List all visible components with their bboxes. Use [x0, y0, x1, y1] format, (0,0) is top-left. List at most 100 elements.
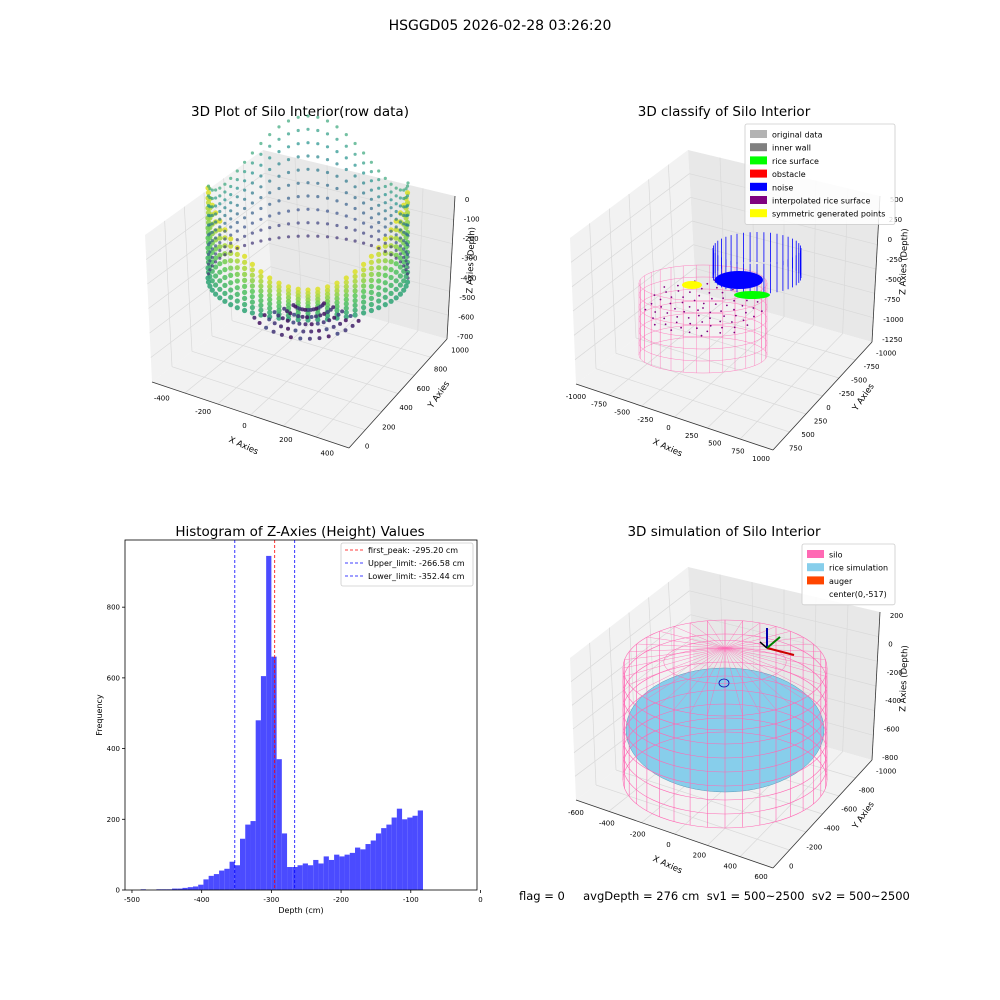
raw-data-point: [343, 288, 349, 294]
raw-data-point: [235, 169, 239, 173]
raw-data-point: [296, 128, 300, 133]
raw-data-point: [344, 226, 348, 230]
raw-data-point: [259, 163, 263, 167]
classify-interpolated-point: [746, 324, 749, 326]
raw-data-point: [361, 272, 367, 278]
classify-interpolated-point: [680, 326, 682, 329]
histogram-bar: [271, 656, 277, 890]
histogram-bar: [328, 859, 335, 890]
raw-data-point: [335, 125, 339, 129]
raw-data-point: [394, 256, 398, 260]
classify-interpolated-point: [723, 315, 725, 317]
raw-data-point: [340, 309, 345, 314]
raw-data-point: [405, 213, 410, 217]
histogram-bar: [229, 861, 235, 890]
raw-data-point: [208, 268, 212, 272]
raw-data-point: [353, 228, 357, 232]
classify-interpolated-point: [653, 294, 656, 296]
classify-legend-swatch: [750, 196, 767, 204]
raw-data-point: [377, 220, 381, 225]
classify-z-tick-label: -500: [885, 276, 901, 284]
raw-data-point: [369, 243, 373, 248]
histogram-frame: [124, 539, 478, 891]
raw-data-point: [217, 252, 223, 258]
raw-data-point: [242, 283, 248, 289]
raw-z-tick-label: -100: [464, 215, 480, 223]
raw-data-point: [206, 184, 211, 188]
raw-data-point: [267, 305, 273, 311]
simulation-x-axis-line: [575, 799, 774, 869]
classify-interpolated-point: [733, 331, 736, 334]
histogram-bar: [234, 865, 241, 890]
raw-data-point: [315, 321, 320, 326]
raw-data-point: [286, 119, 291, 123]
simulation-center-marker: [718, 678, 730, 688]
classify-interpolated-point: [688, 331, 691, 334]
raw-grid-line: [358, 172, 360, 315]
raw-data-point: [249, 261, 255, 267]
classify-floor-pane: [576, 292, 872, 450]
raw-data-point: [297, 321, 302, 326]
histogram-bar: [177, 888, 183, 890]
raw-data-point: [405, 233, 410, 237]
simulation-silo-ring: [622, 647, 828, 745]
histogram-bar: [192, 886, 199, 890]
histogram-bar: [172, 888, 178, 890]
classify-legend-box: [744, 123, 896, 225]
classify-interpolated-point: [708, 292, 711, 294]
raw-data-point: [348, 314, 353, 318]
classify-y-tick-label: 750: [789, 445, 802, 453]
simulation-roof-line: [646, 647, 726, 700]
simulation-silo-ring: [622, 717, 828, 815]
raw-data-point: [383, 249, 387, 253]
raw-data-point: [405, 272, 410, 276]
raw-data-point: [362, 151, 366, 155]
raw-data-point: [393, 235, 399, 241]
raw-data-point: [376, 298, 382, 304]
classify-interpolated-point: [653, 323, 656, 326]
histogram-legend-label: first_peak: -295.20 cm: [368, 546, 458, 555]
histogram-legend-label: Upper_limit: -266.58 cm: [368, 559, 465, 568]
raw-data-point: [331, 305, 336, 310]
raw-data-point: [332, 315, 337, 320]
classify-y-tick-label: -500: [851, 377, 867, 385]
raw-data-point: [229, 193, 233, 197]
raw-data-point: [268, 226, 272, 230]
raw-data-point: [361, 288, 367, 294]
raw-data-point: [393, 261, 399, 267]
raw-data-point: [398, 244, 402, 248]
raw-data-point: [397, 273, 403, 279]
raw-data-point: [213, 282, 219, 288]
classify-interpolated-point: [701, 321, 704, 323]
raw-data-point: [352, 307, 358, 313]
classify-interpolated-point: [721, 326, 723, 329]
raw-data-point: [368, 265, 374, 271]
raw-data-point: [223, 245, 227, 249]
classify-x-tick-label: 500: [708, 440, 721, 448]
raw-data-point: [393, 295, 399, 301]
raw-data-point: [368, 253, 374, 259]
classify-interpolated-point: [706, 330, 709, 333]
raw-data-point: [268, 156, 272, 160]
simulation-roof-line: [724, 636, 804, 649]
classify-interpolated-point: [663, 317, 666, 320]
raw-data-point: [338, 321, 343, 326]
raw-data-point: [309, 329, 314, 334]
raw-data-point: [308, 307, 313, 312]
raw-data-point: [242, 289, 248, 295]
raw-data-point: [210, 188, 214, 192]
raw-data-point: [402, 196, 406, 201]
raw-data-point: [382, 272, 388, 278]
classify-interpolated-point: [711, 297, 713, 300]
classify-noise-cluster: [715, 271, 763, 289]
raw-data-point: [286, 222, 291, 226]
raw-data-point: [250, 241, 254, 245]
raw-data-point: [205, 190, 212, 196]
raw-data-point: [398, 204, 402, 208]
simulation-axis-origin: [759, 641, 768, 649]
raw-data-point: [343, 309, 349, 316]
raw-y-tick-label: 400: [399, 404, 412, 412]
raw-data-point: [324, 291, 331, 297]
raw-data-point: [361, 283, 367, 289]
